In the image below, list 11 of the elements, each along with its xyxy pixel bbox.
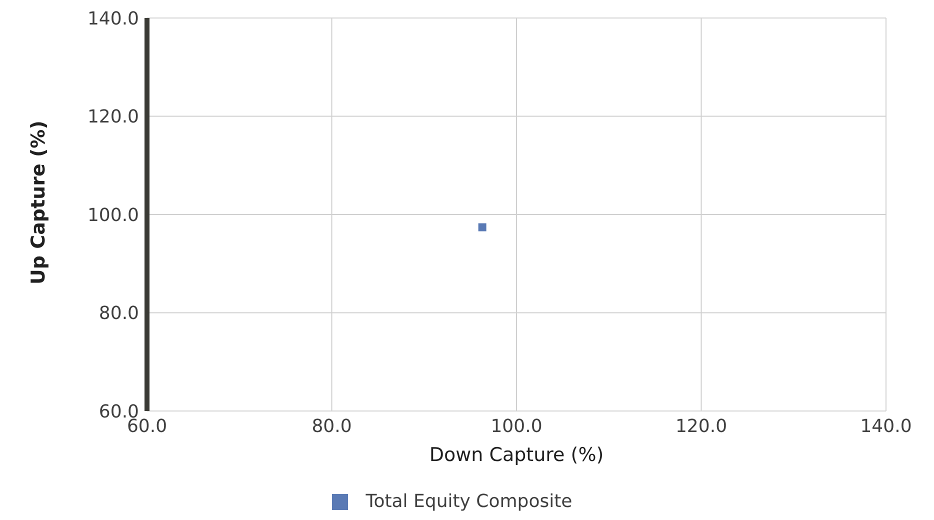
x-tick-label: 120.0	[675, 416, 728, 437]
y-tick-label: 120.0	[87, 106, 139, 128]
y-axis-title: Up Capture (%)	[28, 120, 50, 284]
x-axis-title: Down Capture (%)	[429, 444, 604, 466]
y-tick-label: 100.0	[87, 204, 139, 226]
y-tick-label: 140.0	[87, 8, 139, 30]
x-tick-label: 140.0	[860, 416, 912, 437]
y-tick-label: 80.0	[98, 303, 139, 324]
x-tick-label: 80.0	[312, 416, 352, 437]
legend-label: Total Equity Composite	[366, 491, 572, 512]
x-tick-label: 100.0	[490, 416, 542, 437]
